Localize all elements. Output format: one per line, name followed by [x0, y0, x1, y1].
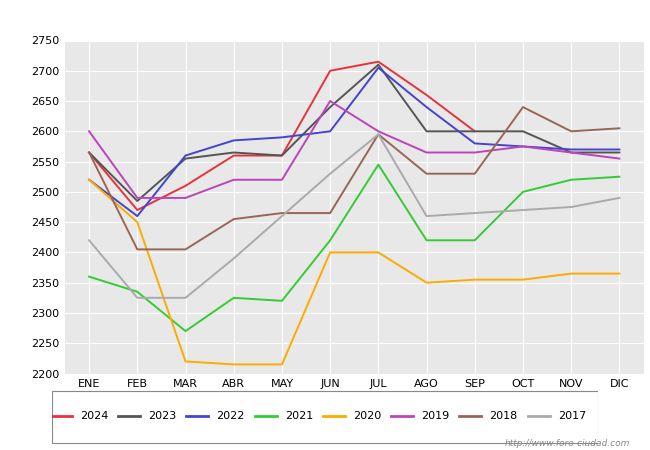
Text: http://www.foro-ciudad.com: http://www.foro-ciudad.com: [505, 439, 630, 448]
Text: 2023: 2023: [148, 411, 177, 421]
Text: 2019: 2019: [421, 411, 450, 421]
Text: 2024: 2024: [80, 411, 109, 421]
Text: 2022: 2022: [216, 411, 245, 421]
Text: 2017: 2017: [558, 411, 586, 421]
FancyBboxPatch shape: [52, 391, 598, 443]
Text: 2021: 2021: [285, 411, 313, 421]
Text: Afiliados en Almagro a 30/9/2024: Afiliados en Almagro a 30/9/2024: [187, 11, 463, 29]
Text: 2020: 2020: [353, 411, 382, 421]
Text: 2018: 2018: [489, 411, 518, 421]
